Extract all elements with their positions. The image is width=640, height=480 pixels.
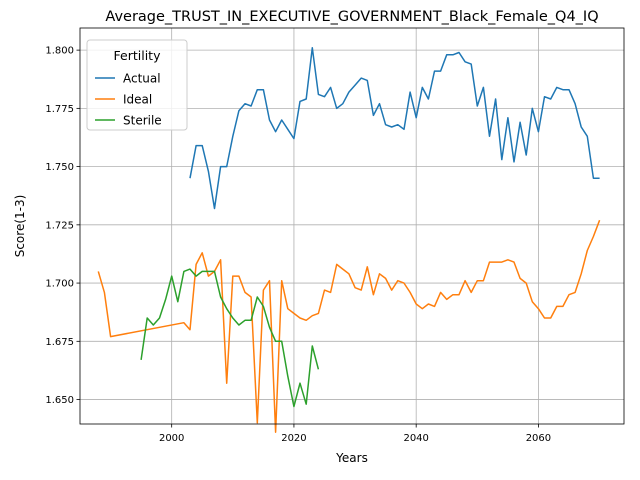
y-tick-label: 1.650 xyxy=(45,395,74,406)
series-line-sterile xyxy=(140,268,320,408)
plot-frame xyxy=(79,27,625,425)
x-tick-label: 2040 xyxy=(403,433,428,444)
y-tick-label: 1.800 xyxy=(45,46,74,57)
legend-title: Fertility xyxy=(114,48,162,63)
y-tick-label: 1.675 xyxy=(45,337,74,348)
series-line-actual xyxy=(189,47,600,210)
y-axis: 1.650 1.675 1.700 1.725 1.750 1.775 1.800 xyxy=(45,46,80,406)
legend-items: Actual Ideal Sterile xyxy=(95,72,162,128)
grid xyxy=(80,28,624,424)
chart-title: Average_TRUST_IN_EXECUTIVE_GOVERNMENT_Bl… xyxy=(105,9,598,25)
legend-box xyxy=(86,39,188,131)
y-tick-label: 1.725 xyxy=(45,220,74,231)
x-axis: 2000 2020 2040 2060 xyxy=(159,424,551,444)
x-tick-label: 2020 xyxy=(281,433,306,444)
y-tick-label: 1.775 xyxy=(45,104,74,115)
y-tick-label: 1.750 xyxy=(45,162,74,173)
legend-label-sterile: Sterile xyxy=(123,114,162,128)
legend-label-ideal: Ideal xyxy=(123,93,152,107)
series-line-ideal xyxy=(97,219,601,433)
x-tick-label: 2000 xyxy=(159,433,184,444)
x-axis-label: Years xyxy=(335,451,368,465)
y-axis-label: Score(1-3) xyxy=(13,195,27,258)
series-lines xyxy=(97,47,601,433)
y-tick-label: 1.700 xyxy=(45,279,74,290)
x-tick-label: 2060 xyxy=(526,433,551,444)
legend: Fertility Actual Ideal Sterile xyxy=(86,39,188,131)
legend-label-actual: Actual xyxy=(123,72,161,86)
